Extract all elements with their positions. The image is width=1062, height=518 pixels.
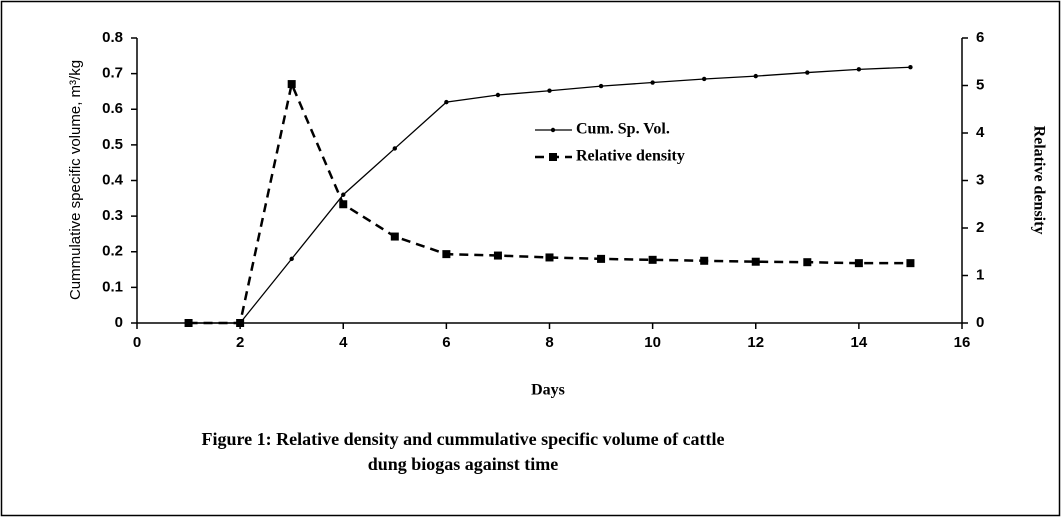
series-marker bbox=[339, 200, 348, 209]
series-marker bbox=[751, 257, 760, 266]
x-tick-label: 16 bbox=[954, 334, 971, 351]
x-tick-label: 6 bbox=[442, 334, 450, 351]
y-tick-label: 0.2 bbox=[102, 243, 123, 260]
series-marker bbox=[650, 80, 655, 85]
y-tick-label: 0.8 bbox=[102, 29, 123, 46]
y-tick-label: 0.3 bbox=[102, 207, 123, 224]
y2-tick-label: 6 bbox=[976, 29, 984, 46]
series-marker bbox=[495, 92, 501, 98]
y2-tick-label: 5 bbox=[976, 76, 984, 93]
series-marker bbox=[287, 80, 296, 89]
y2-tick-label: 1 bbox=[976, 266, 984, 283]
series-marker bbox=[753, 73, 758, 79]
series-marker bbox=[236, 319, 245, 327]
series-marker bbox=[545, 253, 554, 262]
series-marker bbox=[803, 258, 812, 267]
series-marker bbox=[854, 259, 863, 268]
series-marker bbox=[390, 232, 399, 241]
series-marker bbox=[442, 250, 451, 259]
series-marker bbox=[701, 76, 707, 82]
series-marker bbox=[444, 99, 449, 105]
y-tick-label: 0.6 bbox=[102, 100, 123, 117]
legend-label: Cum. Sp. Vol. bbox=[576, 121, 670, 138]
caption: dung biogas against time bbox=[368, 454, 559, 474]
legend-marker bbox=[550, 127, 556, 133]
y2-tick-label: 2 bbox=[976, 219, 984, 236]
legend-label: Relative density bbox=[576, 148, 685, 165]
series-marker bbox=[805, 70, 810, 75]
y-axis-label: Cummulative specific volume, m³/kg bbox=[67, 60, 84, 300]
series-marker bbox=[493, 251, 502, 260]
series-marker bbox=[341, 192, 346, 197]
x-axis-label: Days bbox=[531, 382, 565, 399]
series-marker bbox=[648, 255, 657, 264]
x-tick-label: 14 bbox=[851, 334, 868, 351]
series-marker bbox=[547, 88, 552, 93]
series-line bbox=[188, 66, 911, 324]
series-marker bbox=[856, 67, 862, 72]
series-marker bbox=[289, 256, 294, 262]
y2-axis-label: Relative density bbox=[1030, 126, 1047, 235]
series-marker bbox=[908, 65, 913, 70]
series-marker bbox=[392, 146, 398, 151]
x-tick-label: 12 bbox=[747, 334, 764, 351]
y-tick-label: 0.4 bbox=[102, 171, 124, 188]
series-marker bbox=[184, 319, 193, 327]
series-marker bbox=[906, 259, 915, 268]
y2-tick-label: 0 bbox=[976, 314, 984, 331]
y-tick-label: 0.1 bbox=[102, 278, 123, 295]
y2-tick-label: 3 bbox=[976, 171, 984, 188]
series-marker bbox=[597, 254, 606, 263]
caption: Figure 1: Relative density and cummulati… bbox=[201, 429, 724, 449]
x-tick-label: 2 bbox=[236, 334, 244, 351]
x-tick-label: 4 bbox=[339, 334, 348, 351]
series-marker bbox=[700, 256, 709, 265]
x-tick-label: 10 bbox=[644, 334, 661, 351]
y-tick-label: 0.7 bbox=[102, 65, 123, 82]
legend-marker bbox=[549, 153, 557, 161]
x-tick-label: 0 bbox=[133, 334, 141, 351]
series-marker bbox=[598, 83, 604, 89]
y-tick-label: 0 bbox=[115, 314, 123, 331]
x-tick-label: 8 bbox=[545, 334, 553, 351]
y-tick-label: 0.5 bbox=[102, 136, 123, 153]
series-line bbox=[188, 79, 911, 325]
y2-tick-label: 4 bbox=[976, 124, 985, 141]
